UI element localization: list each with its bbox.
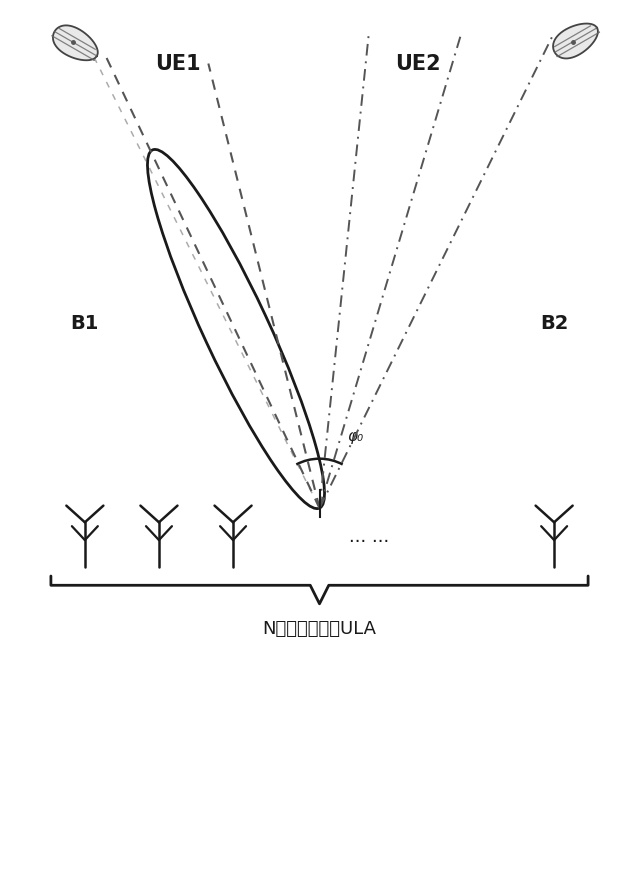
Text: B2: B2: [540, 314, 568, 333]
Text: B1: B1: [71, 314, 99, 333]
Text: N个天线元件的ULA: N个天线元件的ULA: [263, 620, 376, 638]
Text: UE2: UE2: [396, 54, 441, 74]
Text: φ₀: φ₀: [347, 428, 364, 444]
Polygon shape: [53, 26, 98, 61]
Polygon shape: [553, 24, 598, 59]
Text: ... ...: ... ...: [349, 527, 389, 545]
Text: UE1: UE1: [155, 54, 200, 74]
